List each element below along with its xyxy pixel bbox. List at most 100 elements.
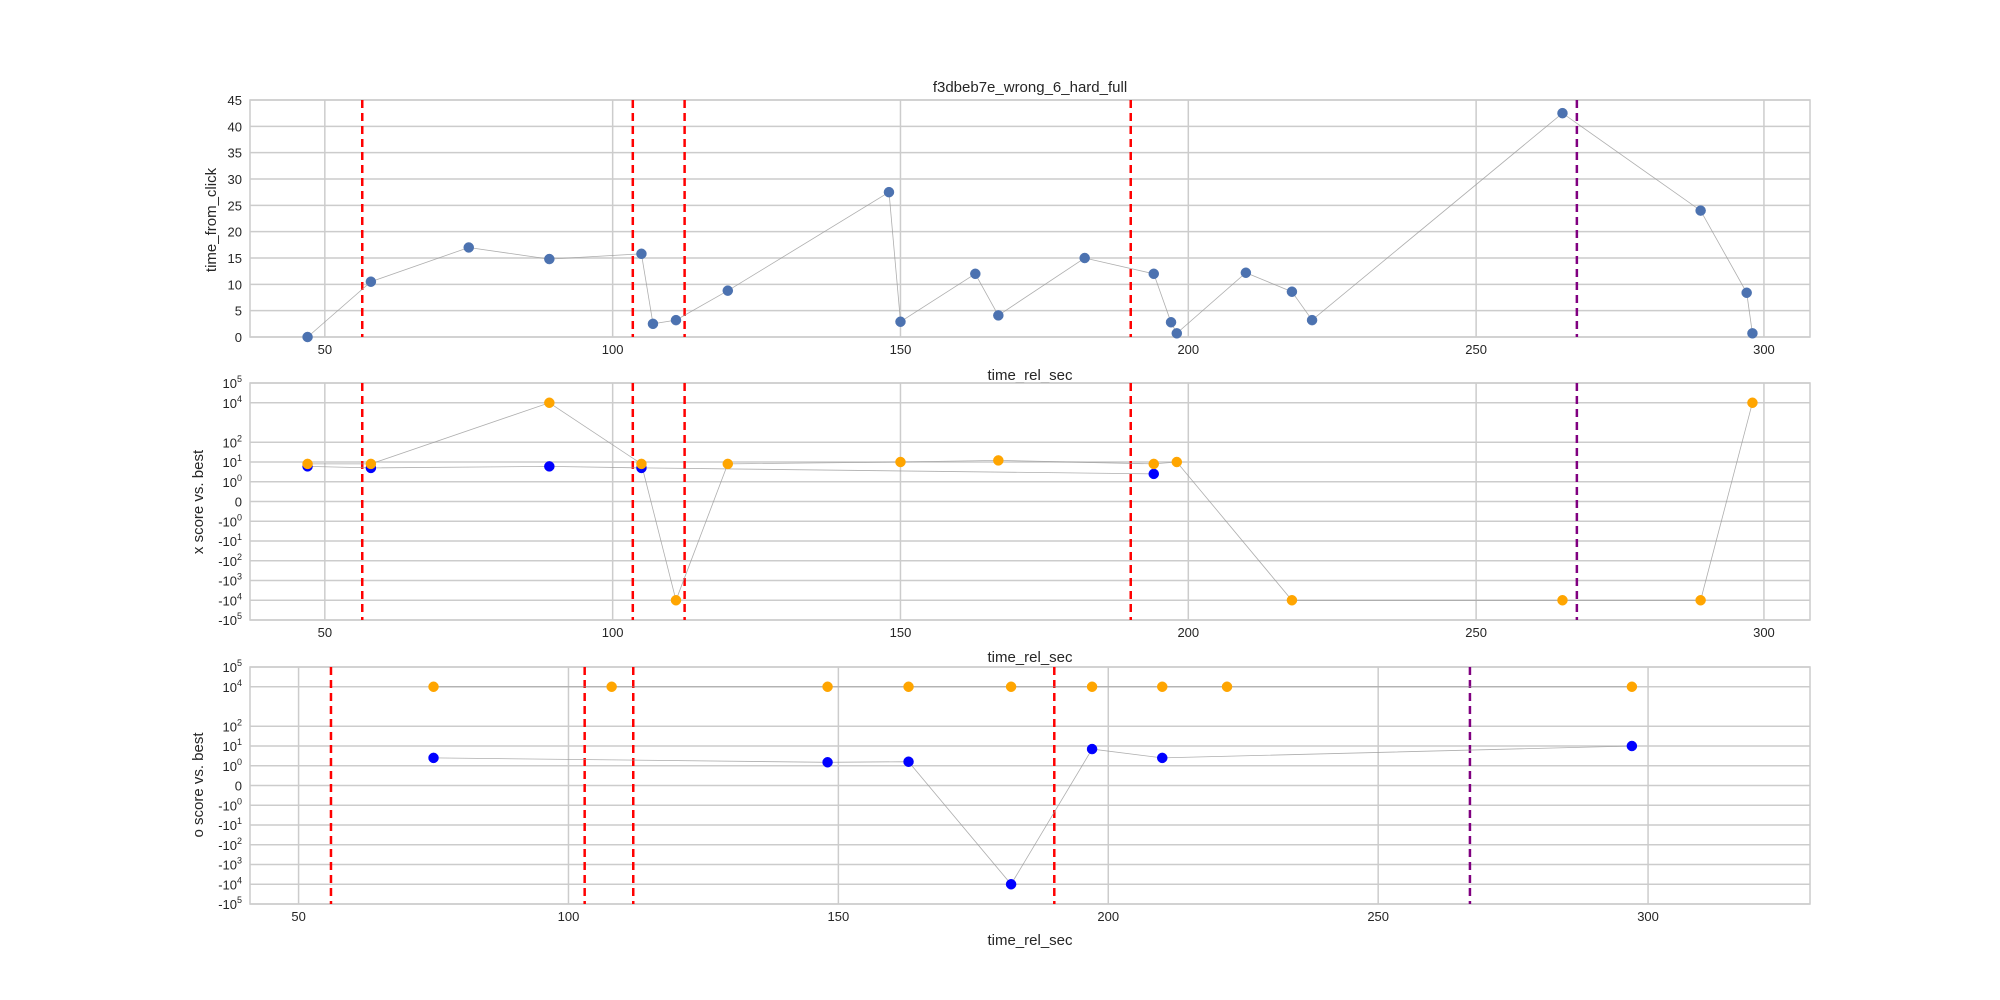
- panel-x-score: 50 100 150 200 250 300 105 104 102 101 100 0 -100 -10…: [218, 374, 1811, 640]
- data-point: [1240, 267, 1252, 278]
- x-tick-label: 300: [1753, 625, 1775, 640]
- y-tick-label: 35: [228, 146, 242, 161]
- axes-frame: [249, 99, 1811, 338]
- x-tick-label: 50: [318, 625, 332, 640]
- data-point: [883, 186, 895, 198]
- data-point: [1306, 314, 1318, 326]
- y-tick-label: 10: [228, 277, 242, 292]
- data-point: [636, 458, 647, 470]
- data-point: [647, 318, 659, 330]
- data-point: [970, 268, 981, 280]
- y-tick-label: 102: [223, 433, 242, 450]
- data-point: [463, 242, 474, 253]
- panel-time-from-click: 50 100 150 200 250 300 0 5 10 15 20 25 30 35 40 45: [228, 93, 1811, 357]
- data-point: [428, 681, 439, 692]
- data-point: [1557, 107, 1568, 119]
- y-tick-label: 5: [235, 304, 242, 319]
- x-tick-label: 150: [828, 909, 850, 924]
- data-point: [428, 752, 439, 764]
- x-tick-label: 200: [1177, 342, 1199, 357]
- x-tick-label: 100: [602, 342, 624, 357]
- y-tick-label: -102: [218, 836, 242, 853]
- x-tick-label: 50: [318, 342, 332, 357]
- x-tick-label: 250: [1367, 909, 1389, 924]
- x-tick-label: 250: [1465, 625, 1487, 640]
- data-point: [722, 458, 734, 470]
- y-tick-label: -104: [218, 591, 242, 608]
- data-point: [993, 455, 1004, 466]
- data-point: [822, 757, 833, 768]
- y-axis-label-top: time_from_click: [203, 167, 220, 272]
- y-tick-label: 0: [235, 330, 242, 345]
- data-point: [1079, 252, 1090, 264]
- data-point: [1148, 268, 1160, 280]
- x-tick-label: 300: [1637, 909, 1659, 924]
- data-point: [544, 397, 555, 408]
- data-point: [1171, 456, 1183, 468]
- y-tick-label: 105: [223, 658, 242, 675]
- data-point: [1005, 681, 1017, 692]
- x-tick-label: 150: [890, 342, 912, 357]
- data-point: [1148, 468, 1160, 480]
- data-point: [993, 310, 1004, 321]
- y-tick-label: -105: [218, 895, 242, 912]
- data-point: [1747, 328, 1758, 339]
- y-tick-label: -103: [218, 572, 242, 589]
- y-tick-label: 104: [223, 678, 242, 695]
- data-point: [1086, 743, 1098, 755]
- data-point: [895, 316, 906, 327]
- data-point: [1741, 287, 1752, 299]
- data-point: [903, 681, 914, 692]
- y-tick-label: 101: [223, 737, 242, 754]
- data-point: [1626, 740, 1638, 752]
- data-point: [365, 458, 377, 470]
- y-tick-label: -102: [218, 552, 242, 569]
- y-tick-label: 105: [223, 374, 242, 391]
- y-tick-label: 102: [223, 717, 242, 734]
- y-tick-label: 0: [235, 779, 242, 794]
- data-point: [365, 276, 377, 287]
- series-line: [307, 402, 1753, 602]
- data-point: [1156, 752, 1168, 764]
- y-axis-label-bottom: o score vs. best: [190, 732, 207, 838]
- y-tick-label: -101: [218, 816, 242, 833]
- x-tick-label: 100: [602, 625, 624, 640]
- y-tick-label: 30: [228, 172, 242, 187]
- y-tick-label: 40: [228, 119, 242, 134]
- data-point: [1626, 681, 1638, 692]
- series-line: [433, 745, 1632, 885]
- y-tick-label: -100: [218, 512, 242, 529]
- y-tick-label: 0: [235, 495, 242, 510]
- y-tick-label: 15: [228, 251, 242, 266]
- y-tick-label: 100: [223, 473, 242, 490]
- data-point: [903, 756, 914, 767]
- data-point: [822, 681, 833, 692]
- x-tick-label: 300: [1753, 342, 1775, 357]
- x-axis-label-top: time_rel_sec: [987, 367, 1073, 384]
- data-point: [1747, 397, 1758, 408]
- y-tick-label: -103: [218, 856, 242, 873]
- data-point: [1171, 328, 1183, 339]
- data-point: [302, 458, 313, 470]
- data-point: [1148, 458, 1160, 470]
- data-point: [1695, 205, 1706, 216]
- data-point: [1086, 681, 1098, 692]
- x-axis-label-bottom: time_rel_sec: [987, 932, 1073, 949]
- data-point: [1286, 286, 1298, 297]
- x-tick-label: 200: [1177, 625, 1199, 640]
- y-axis-label-middle: x score vs. best: [190, 449, 207, 554]
- axes-frame: [249, 382, 1811, 621]
- x-tick-label: 250: [1465, 342, 1487, 357]
- data-point: [544, 253, 555, 265]
- axes-frame: [249, 666, 1811, 905]
- x-tick-label: 150: [890, 625, 912, 640]
- y-tick-label: -101: [218, 532, 242, 549]
- y-tick-label: 104: [223, 394, 242, 411]
- data-point: [1695, 595, 1706, 606]
- data-point: [670, 314, 682, 326]
- series-line: [307, 112, 1753, 338]
- data-point: [1557, 595, 1568, 606]
- x-tick-label: 200: [1097, 909, 1119, 924]
- data-point: [895, 456, 906, 468]
